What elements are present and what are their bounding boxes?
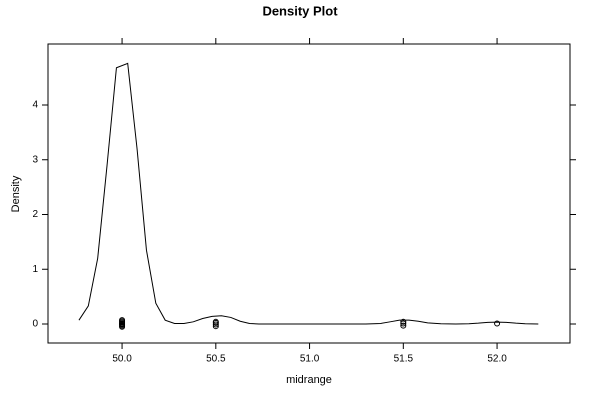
rug-point	[119, 321, 126, 328]
rug-point	[494, 320, 501, 327]
y-tick-label: 4	[32, 100, 38, 111]
y-tick-label: 1	[32, 264, 38, 275]
rug-point	[400, 318, 407, 325]
x-tick-label: 50.5	[206, 354, 226, 365]
x-tick-label: 51.0	[300, 354, 320, 365]
y-tick-label: 2	[32, 209, 38, 220]
rug-point	[400, 322, 407, 329]
y-axis-label: Density	[10, 175, 22, 212]
panel-border	[47, 43, 571, 344]
x-axis-label: midrange	[286, 374, 332, 386]
x-tick-label: 52.0	[487, 354, 507, 365]
y-tick-label: 3	[32, 154, 38, 165]
chart-title: Density Plot	[262, 3, 338, 18]
x-tick-label: 51.5	[394, 354, 414, 365]
rug-point	[119, 317, 126, 324]
rug-point	[212, 318, 219, 325]
x-tick-label: 50.0	[112, 354, 132, 365]
density-line	[78, 62, 539, 325]
y-tick-label: 0	[32, 319, 38, 330]
